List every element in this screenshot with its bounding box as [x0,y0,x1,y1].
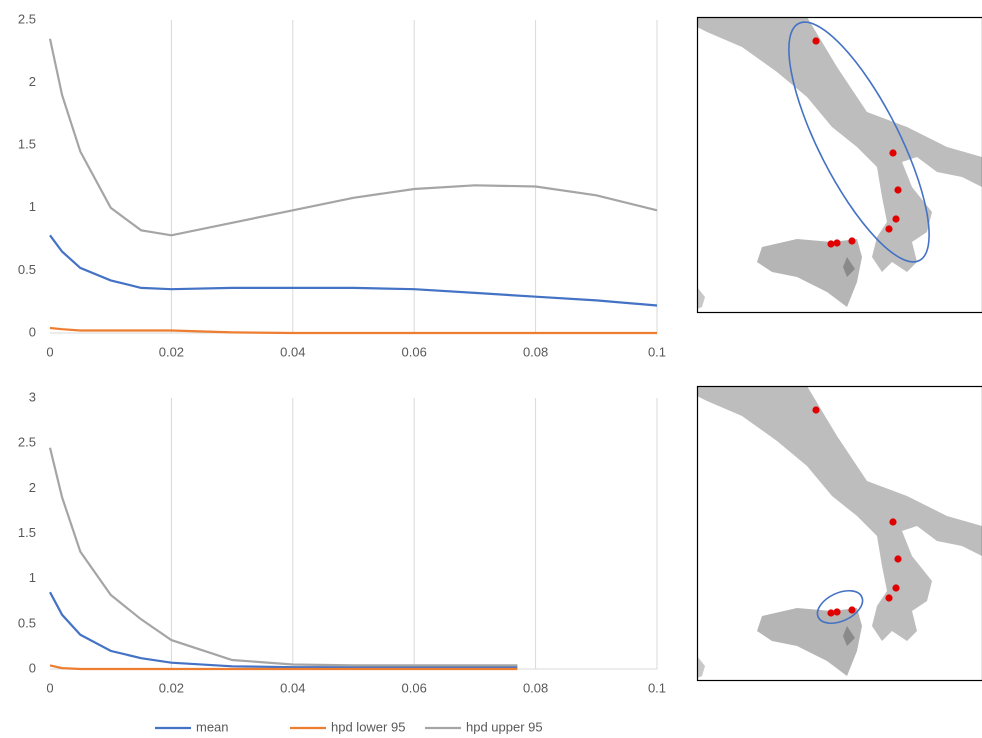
legend-label: hpd upper 95 [466,719,543,734]
x-tick-label: 0.02 [159,344,184,359]
figure: 0 0.5 1 1.5 2 2.5 0 0.02 0.04 0.06 0.08 0.1 0 0.5 1 1.5… [0,0,982,738]
y-tick-label: 2 [29,480,36,495]
y-tick-label: 1 [29,570,36,585]
map-clip [697,386,982,678]
map-top [697,5,982,312]
x-tick-label: 0.08 [523,344,548,359]
x-tick-label: 0.1 [648,344,666,359]
line-series [50,448,517,666]
y-tick-label: 2.5 [18,11,36,26]
y-tick-label: 1.5 [18,137,36,152]
x-tick-label: 0.06 [402,680,427,695]
map-bottom [697,386,982,681]
y-tick-label: 0.5 [18,262,36,277]
y-tick-label: 0.5 [18,615,36,630]
page: 0 0.5 1 1.5 2 2.5 0 0.02 0.04 0.06 0.08 0.1 0 0.5 1 1.5… [0,0,982,738]
line-series [50,328,657,333]
line-series [50,235,657,305]
y-tick-label: 0 [29,660,36,675]
legend-label: mean [196,719,229,734]
x-tick-label: 0.02 [159,680,184,695]
y-tick-label: 2.5 [18,435,36,450]
y-tick-label: 0 [29,324,36,339]
y-tick-label: 1.5 [18,525,36,540]
x-tick-label: 0 [46,344,53,359]
x-tick-label: 0.04 [280,344,305,359]
x-tick-label: 0.1 [648,680,666,695]
x-tick-label: 0.08 [523,680,548,695]
y-tick-label: 1 [29,199,36,214]
legend-label: hpd lower 95 [331,719,405,734]
x-tick-label: 0 [46,680,53,695]
line-series [50,39,657,236]
map-clip [697,5,982,309]
y-tick-label: 3 [29,389,36,404]
x-tick-label: 0.06 [402,344,427,359]
y-tick-label: 2 [29,74,36,89]
x-tick-label: 0.04 [280,680,305,695]
